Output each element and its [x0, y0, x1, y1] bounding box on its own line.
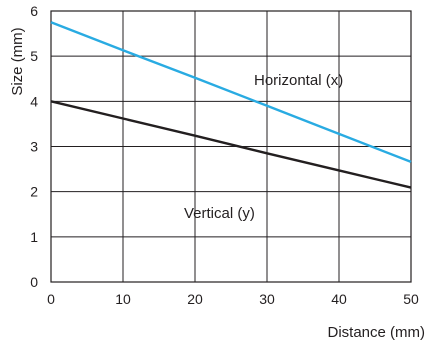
x-tick-label: 20 [187, 291, 203, 307]
series-line-horizontal [51, 22, 411, 162]
series-lines [51, 22, 411, 187]
series-line-vertical [51, 101, 411, 187]
y-tick-label: 6 [30, 3, 38, 19]
y-tick-label: 2 [30, 184, 38, 200]
tick-labels: 0 10 20 30 40 50 0 1 2 3 4 5 6 [30, 3, 419, 307]
x-tick-label: 50 [403, 291, 419, 307]
x-tick-label: 10 [115, 291, 131, 307]
y-axis-title: Size (mm) [9, 27, 26, 95]
x-tick-label: 30 [259, 291, 275, 307]
series-label-vertical: Vertical (y) [184, 205, 255, 222]
y-tick-label: 0 [30, 274, 38, 290]
y-tick-label: 5 [30, 48, 38, 64]
grid [51, 11, 411, 282]
series-label-horizontal: Horizontal (x) [254, 72, 343, 89]
y-tick-label: 3 [30, 139, 38, 155]
y-tick-label: 1 [30, 229, 38, 245]
x-tick-label: 0 [47, 291, 55, 307]
y-tick-label: 4 [30, 93, 38, 109]
x-axis-title: Distance (mm) [327, 324, 425, 341]
x-tick-label: 40 [331, 291, 347, 307]
